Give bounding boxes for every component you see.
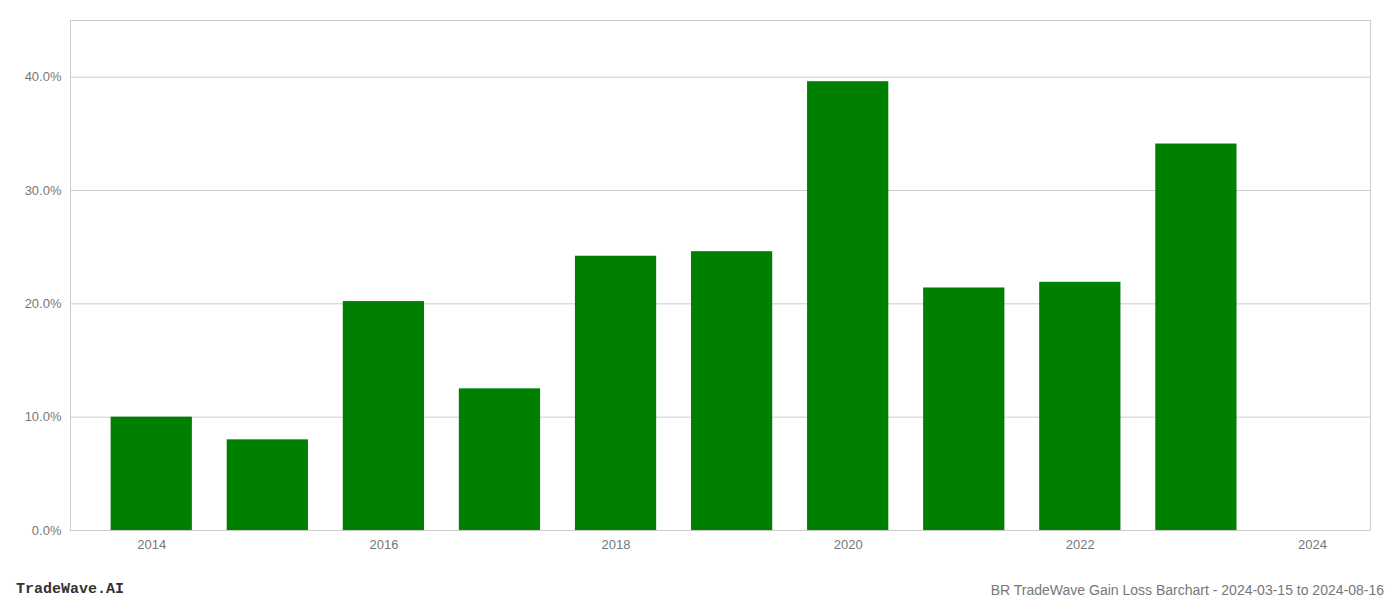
svg-text:2018: 2018 — [602, 537, 631, 552]
svg-text:0.0%: 0.0% — [32, 523, 62, 538]
svg-text:2022: 2022 — [1066, 537, 1095, 552]
svg-text:30.0%: 30.0% — [25, 183, 62, 198]
svg-text:20.0%: 20.0% — [25, 296, 62, 311]
svg-text:40.0%: 40.0% — [25, 69, 62, 84]
html-text:BR TradeWave Gain Loss Barchar: BR TradeWave Gain Loss Barchart - 2024-0… — [990, 582, 1384, 598]
svg-text:2016: 2016 — [369, 537, 398, 552]
svg-text:10.0%: 10.0% — [25, 409, 62, 424]
svg-text:2024: 2024 — [1298, 537, 1327, 552]
svg-text:2014: 2014 — [137, 537, 166, 552]
html-text:TradeWave.AI: TradeWave.AI — [16, 581, 124, 598]
svg-text:2020: 2020 — [834, 537, 863, 552]
